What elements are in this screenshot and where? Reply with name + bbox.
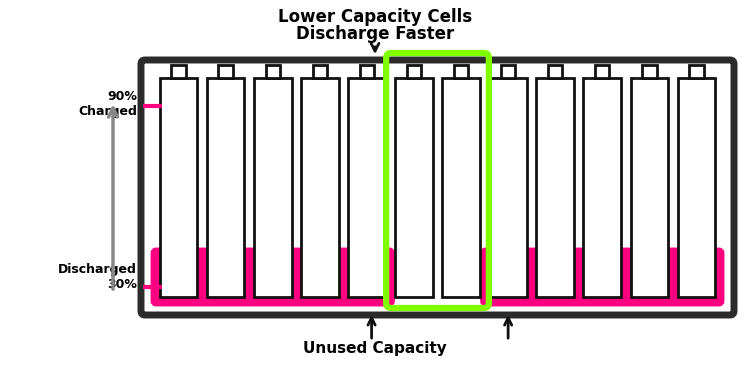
Bar xyxy=(442,78,480,297)
Bar xyxy=(266,65,280,78)
Bar xyxy=(548,65,562,78)
Bar xyxy=(209,259,243,296)
FancyBboxPatch shape xyxy=(482,250,722,304)
Bar xyxy=(360,65,374,78)
Bar xyxy=(207,78,245,297)
Bar xyxy=(678,78,716,297)
Text: Discharge Faster: Discharge Faster xyxy=(296,25,454,43)
Bar xyxy=(348,78,386,297)
Bar xyxy=(631,78,668,297)
Bar xyxy=(490,259,526,296)
Bar xyxy=(161,259,196,296)
Bar xyxy=(585,259,620,296)
Bar xyxy=(301,78,339,297)
Bar xyxy=(489,78,527,297)
Bar xyxy=(680,259,714,296)
Bar xyxy=(313,65,327,78)
Bar xyxy=(160,78,197,297)
Bar xyxy=(501,65,515,78)
Bar xyxy=(642,65,656,78)
FancyBboxPatch shape xyxy=(141,60,734,315)
Bar xyxy=(596,65,610,78)
Bar xyxy=(584,78,621,297)
Text: Discharged
30%: Discharged 30% xyxy=(58,263,137,291)
Bar xyxy=(406,65,421,78)
Bar xyxy=(172,65,186,78)
Text: Lower Capacity Cells: Lower Capacity Cells xyxy=(278,8,472,26)
Text: 90%
Charged: 90% Charged xyxy=(78,90,137,118)
Bar xyxy=(350,259,384,296)
FancyBboxPatch shape xyxy=(153,250,392,304)
Bar xyxy=(632,259,667,296)
Bar xyxy=(454,65,468,78)
Text: Unused Capacity: Unused Capacity xyxy=(303,341,447,356)
Bar xyxy=(689,65,703,78)
Bar xyxy=(395,78,433,297)
Bar xyxy=(218,65,232,78)
Bar xyxy=(536,78,574,297)
Bar xyxy=(538,259,572,296)
Bar xyxy=(254,78,292,297)
Bar xyxy=(302,259,338,296)
Bar xyxy=(255,259,290,296)
